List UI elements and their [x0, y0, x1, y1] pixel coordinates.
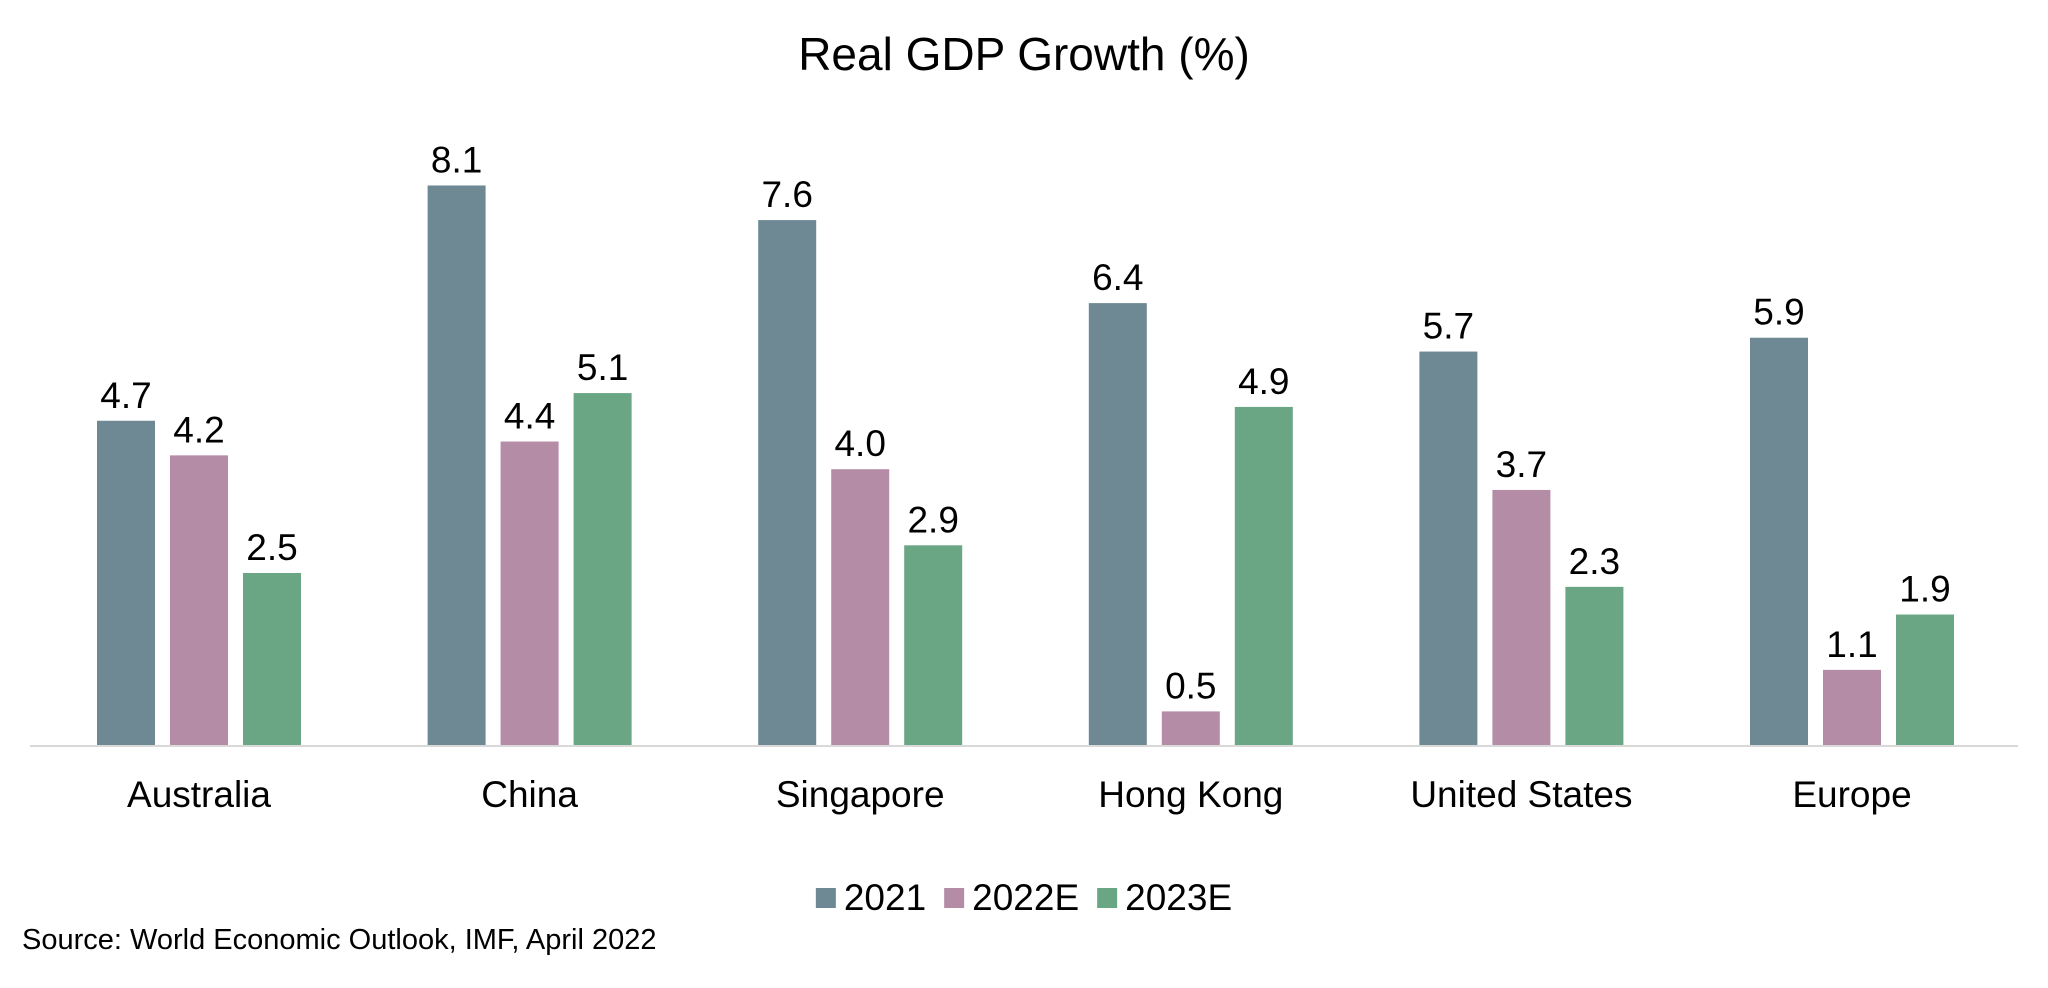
data-label-australia-2023e: 2.5	[246, 527, 297, 568]
category-label-united-states: United States	[1410, 774, 1632, 815]
bars-layer	[97, 185, 1954, 747]
data-label-china-2023e: 5.1	[577, 347, 628, 388]
data-label-europe-2023e: 1.9	[1899, 569, 1950, 610]
data-label-china-2022e: 4.4	[504, 396, 555, 437]
bar-europe-2023e	[1896, 614, 1954, 746]
source-note: Source: World Economic Outlook, IMF, Apr…	[22, 924, 657, 956]
data-label-australia-2021: 4.7	[100, 375, 151, 416]
category-label-hong-kong: Hong Kong	[1098, 774, 1283, 815]
legend: 2021 2022E 2023E	[815, 877, 1232, 918]
data-label-hong-kong-2022e: 0.5	[1165, 665, 1216, 706]
data-label-singapore-2021: 7.6	[761, 174, 812, 215]
bar-united-states-2022e	[1492, 489, 1551, 746]
legend-label-2023e: 2023E	[1125, 877, 1232, 918]
category-label-europe: Europe	[1792, 774, 1911, 815]
bar-china-2021	[427, 185, 486, 747]
bar-china-2022e	[500, 441, 559, 746]
bar-hong-kong-2022e	[1161, 711, 1220, 746]
bar-europe-2022e	[1823, 669, 1881, 746]
category-label-china: China	[481, 774, 578, 815]
data-label-hong-kong-2021: 6.4	[1092, 257, 1143, 298]
category-labels-layer: Australia China Singapore Hong Kong United S…	[127, 774, 1912, 815]
bar-united-states-2023e	[1565, 586, 1624, 746]
bar-europe-2021	[1750, 337, 1808, 746]
legend-label-2021: 2021	[844, 877, 926, 918]
bar-hong-kong-2023e	[1234, 406, 1293, 746]
data-label-australia-2022e: 4.2	[173, 409, 224, 450]
data-label-singapore-2022e: 4.0	[834, 423, 885, 464]
bar-australia-2023e	[243, 573, 301, 746]
data-label-china-2021: 8.1	[431, 139, 482, 180]
bar-china-2023e	[573, 393, 632, 746]
data-labels-layer: 4.7 4.2 2.5 8.1 4.4 5.1 7.6 4.0 2.9 6.4 0.5 4.9 5.7 3…	[100, 139, 1950, 706]
legend-label-2022e: 2022E	[972, 877, 1079, 918]
bar-singapore-2023e	[904, 545, 963, 746]
bar-united-states-2021	[1419, 351, 1478, 746]
data-label-europe-2022e: 1.1	[1826, 624, 1877, 665]
bar-singapore-2021	[758, 220, 817, 746]
bar-hong-kong-2021	[1088, 303, 1147, 746]
legend-swatch-2021	[815, 888, 836, 908]
chart-title: Real GDP Growth (%)	[798, 28, 1250, 80]
bar-australia-2022e	[170, 455, 228, 746]
category-label-australia: Australia	[127, 774, 271, 815]
legend-swatch-2022e	[944, 888, 965, 908]
category-label-singapore: Singapore	[776, 774, 945, 815]
data-label-united-states-2021: 5.7	[1423, 306, 1474, 347]
data-label-europe-2021: 5.9	[1753, 292, 1804, 333]
data-label-hong-kong-2023e: 4.9	[1238, 361, 1289, 402]
data-label-singapore-2023e: 2.9	[907, 499, 958, 540]
bar-singapore-2022e	[831, 469, 890, 746]
data-label-united-states-2022e: 3.7	[1496, 444, 1547, 485]
legend-swatch-2023e	[1097, 888, 1118, 908]
data-label-united-states-2023e: 2.3	[1569, 541, 1620, 582]
bar-australia-2021	[97, 420, 155, 746]
